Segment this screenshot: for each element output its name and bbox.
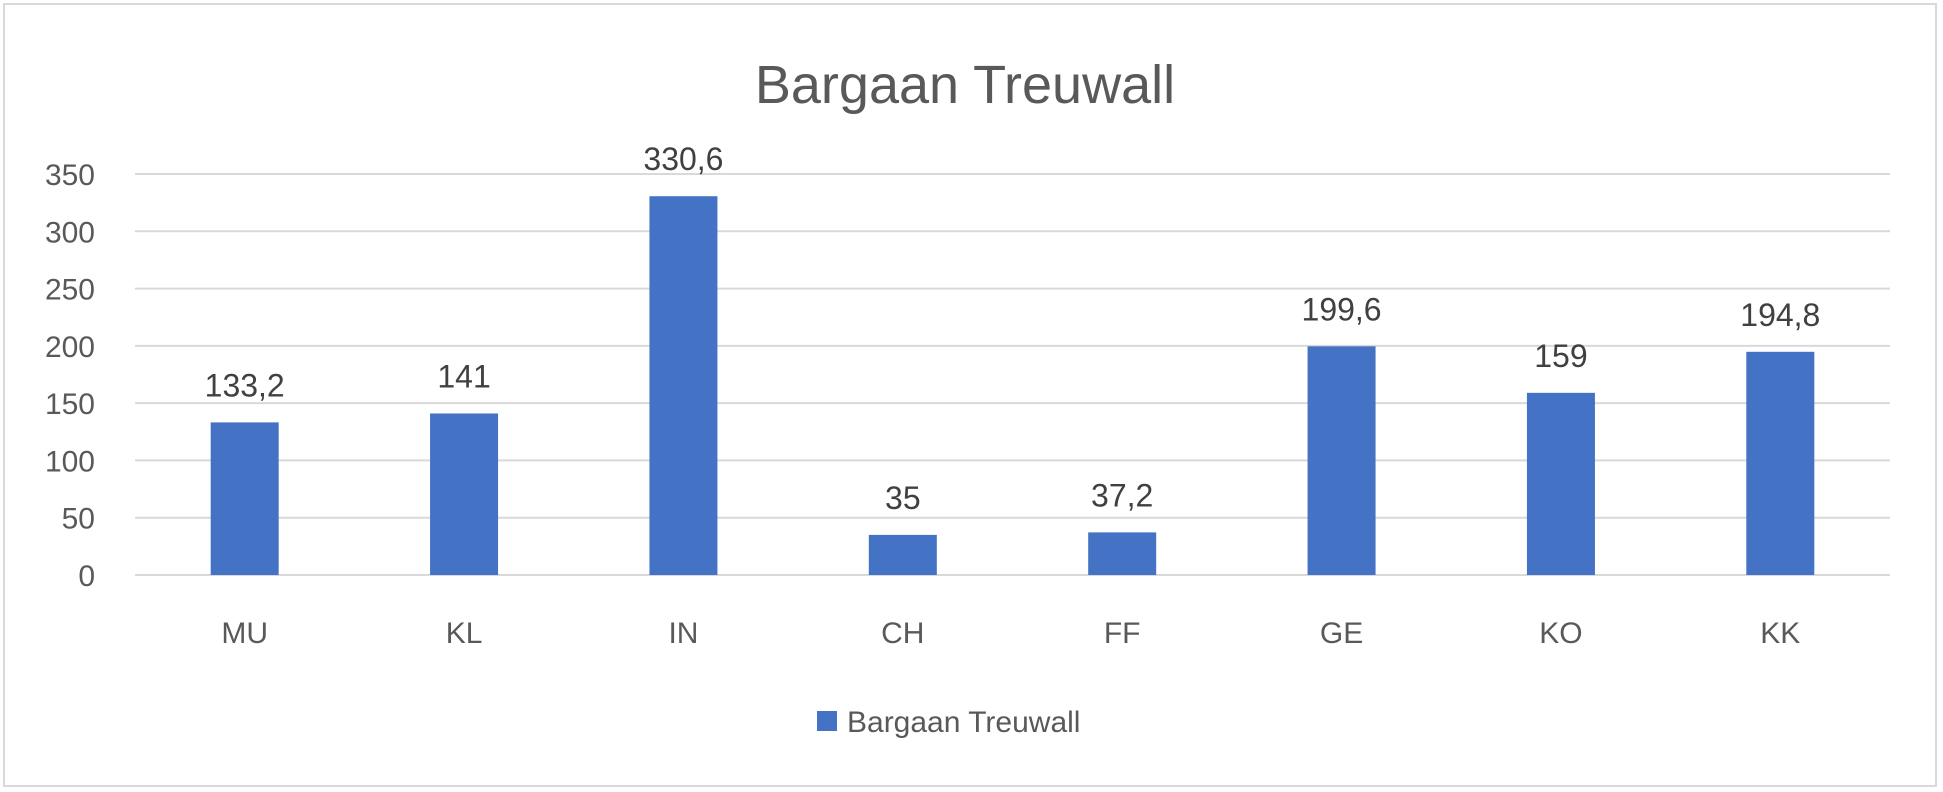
x-tick-label-ff: FF	[1104, 617, 1141, 650]
data-label-ch: 35	[885, 480, 921, 516]
data-label-kl: 141	[437, 358, 490, 394]
x-tick-label-ge: GE	[1320, 617, 1363, 650]
bar-chart: Bargaan Treuwall 0 50 100 150 200 250 300 350 1…	[45, 55, 1890, 739]
bar-in	[649, 196, 718, 575]
data-label-ff: 37,2	[1091, 477, 1153, 513]
bar-kk	[1746, 351, 1815, 575]
y-tick-label: 200	[45, 331, 95, 364]
legend-label: Bargaan Treuwall	[847, 706, 1080, 739]
bar-mu	[210, 422, 279, 575]
y-tick-label: 50	[62, 503, 95, 536]
y-axis-tick-labels: 0 50 100 150 200 250 300 350	[45, 159, 95, 593]
data-label-kk: 194,8	[1740, 297, 1820, 333]
x-tick-label-mu: MU	[221, 617, 268, 650]
data-label-mu: 133,2	[205, 367, 285, 403]
data-label-ko: 159	[1534, 338, 1587, 374]
data-labels: 133,2 141 330,6 35 37,2 199,6 159 194,8	[205, 141, 1821, 516]
bar-ch	[868, 534, 937, 575]
y-tick-label: 150	[45, 388, 95, 421]
x-tick-label-ch: CH	[881, 617, 924, 650]
x-tick-label-kl: KL	[446, 617, 483, 650]
x-axis-tick-labels: MU KL IN CH FF GE KO KK	[221, 617, 1800, 650]
legend-swatch	[817, 711, 837, 731]
gridlines	[135, 173, 1890, 576]
y-tick-label: 350	[45, 159, 95, 192]
bar-kl	[430, 413, 499, 575]
bars	[210, 196, 1815, 575]
y-tick-label: 300	[45, 216, 95, 249]
y-tick-label: 250	[45, 274, 95, 307]
legend: Bargaan Treuwall	[817, 706, 1080, 739]
x-tick-label-kk: KK	[1760, 617, 1800, 650]
data-label-in: 330,6	[643, 141, 723, 177]
x-tick-label-in: IN	[668, 617, 698, 650]
chart-title: Bargaan Treuwall	[755, 55, 1175, 115]
data-label-ge: 199,6	[1302, 291, 1382, 327]
bar-ko	[1526, 392, 1595, 575]
chart-container: Bargaan Treuwall 0 50 100 150 200 250 300 350 1…	[3, 3, 1937, 787]
x-tick-label-ko: KO	[1539, 617, 1582, 650]
y-tick-label: 100	[45, 445, 95, 478]
bar-ge	[1307, 346, 1376, 575]
bar-ff	[1088, 532, 1157, 575]
y-tick-label: 0	[78, 560, 95, 593]
